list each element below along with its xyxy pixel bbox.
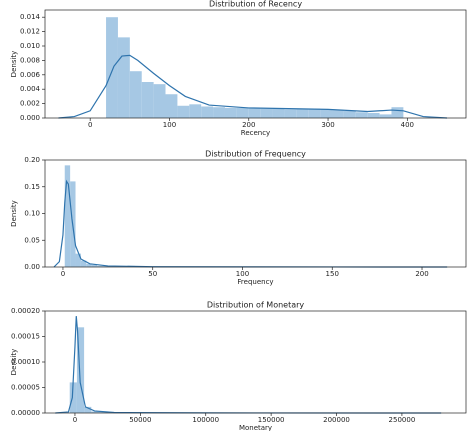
histogram-bar [80, 260, 87, 267]
x-tick-label: 100 [163, 121, 176, 129]
histogram-bar [189, 104, 202, 118]
y-tick-label: 0.012 [20, 28, 40, 36]
x-tick-label: 0 [73, 416, 77, 424]
histogram-bar [355, 112, 368, 118]
y-tick-label: 0.000 [20, 114, 40, 122]
y-tick-label: 0.014 [20, 13, 41, 21]
y-axis-label: Density [10, 51, 18, 78]
histogram-bar [75, 253, 81, 267]
x-tick-label: 200 [242, 121, 255, 129]
x-axis-label: Frequency [237, 278, 273, 286]
histogram-bar [272, 108, 285, 118]
x-tick-label: 150000 [258, 416, 285, 424]
y-tick-label: 0.010 [20, 42, 40, 50]
histogram-bar [332, 110, 344, 118]
x-tick-label: 200 [415, 270, 428, 278]
histogram-bar [91, 264, 98, 267]
histogram-bar [84, 406, 92, 413]
histogram-bar [284, 109, 297, 118]
chart-title: Distribution of Frequency [205, 150, 306, 159]
histogram-bar [296, 108, 309, 118]
y-tick-label: 0.00000 [11, 409, 40, 417]
histogram-bar [343, 110, 356, 118]
y-tick-label: 0.20 [24, 156, 40, 164]
plot-frame [44, 310, 467, 414]
y-tick-label: 0.05 [24, 236, 40, 244]
histogram-bar [320, 109, 333, 118]
y-tick-label: 0.00 [24, 263, 40, 271]
histogram-bar [213, 107, 225, 118]
x-tick-label: 150 [326, 270, 339, 278]
chart-title: Distribution of Monetary [207, 301, 305, 310]
histogram-bar [201, 106, 214, 118]
histogram-bar [379, 114, 392, 118]
x-tick-label: 0 [61, 270, 65, 278]
chart-title: Distribution of Recency [209, 0, 302, 9]
histogram-bar [165, 94, 178, 118]
histogram-bar [129, 71, 142, 118]
histogram-bar [117, 37, 130, 118]
histogram-bar [236, 107, 249, 118]
histogram-bar [248, 107, 261, 118]
histogram-bar [260, 108, 273, 118]
y-tick-label: 0.002 [20, 100, 40, 108]
x-tick-label: 100000 [192, 416, 219, 424]
x-tick-label: 50 [148, 270, 157, 278]
x-tick-label: 200000 [323, 416, 350, 424]
x-axis-label: Recency [241, 129, 270, 137]
y-axis-label: Density [10, 200, 18, 227]
x-tick-label: 50000 [129, 416, 151, 424]
histogram-bar [224, 107, 237, 118]
y-axis-label: Density [10, 349, 18, 376]
x-tick-label: 250000 [389, 416, 416, 424]
x-tick-label: 100 [236, 270, 249, 278]
histogram-bar [367, 112, 380, 118]
y-tick-label: 0.008 [20, 56, 40, 64]
y-tick-label: 0.00010 [11, 358, 40, 366]
histogram-bar [177, 105, 190, 118]
histogram-bar [106, 17, 118, 119]
y-tick-label: 0.00015 [11, 333, 40, 341]
x-tick-label: 300 [321, 121, 334, 129]
x-tick-label: 400 [401, 121, 414, 129]
y-tick-label: 0.00005 [11, 384, 40, 392]
histogram-bar [308, 108, 321, 118]
y-tick-label: 0.15 [24, 183, 40, 191]
kde-line [58, 54, 448, 119]
y-tick-label: 0.00020 [11, 307, 40, 315]
histogram-bar [86, 263, 92, 267]
histogram-bar [153, 84, 166, 118]
kde-line [55, 316, 442, 414]
histogram-bar [76, 327, 85, 413]
histogram-bar [64, 165, 71, 267]
x-axis-label: Monetary [239, 424, 272, 431]
histogram-bar [141, 82, 154, 118]
kde-line [53, 179, 448, 268]
plot-frame [44, 9, 467, 119]
histogram-bar [91, 411, 108, 413]
y-tick-label: 0.004 [20, 85, 41, 93]
plot-frame [44, 159, 467, 268]
y-tick-label: 0.10 [24, 210, 40, 218]
histogram-bar [69, 382, 77, 413]
y-tick-label: 0.006 [20, 71, 41, 79]
x-tick-label: 0 [88, 121, 92, 129]
histogram-bar [391, 107, 404, 118]
